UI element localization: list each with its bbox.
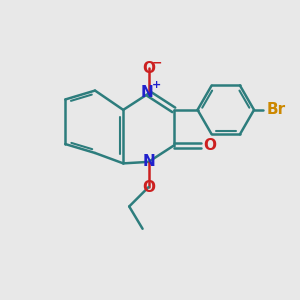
Text: +: + [152, 80, 161, 90]
Text: O: O [203, 138, 217, 153]
Text: N: N [141, 85, 153, 100]
Text: Br: Br [266, 102, 285, 117]
Text: N: N [142, 154, 155, 169]
Text: O: O [142, 61, 155, 76]
Text: −: − [152, 56, 163, 69]
Text: O: O [142, 180, 155, 195]
